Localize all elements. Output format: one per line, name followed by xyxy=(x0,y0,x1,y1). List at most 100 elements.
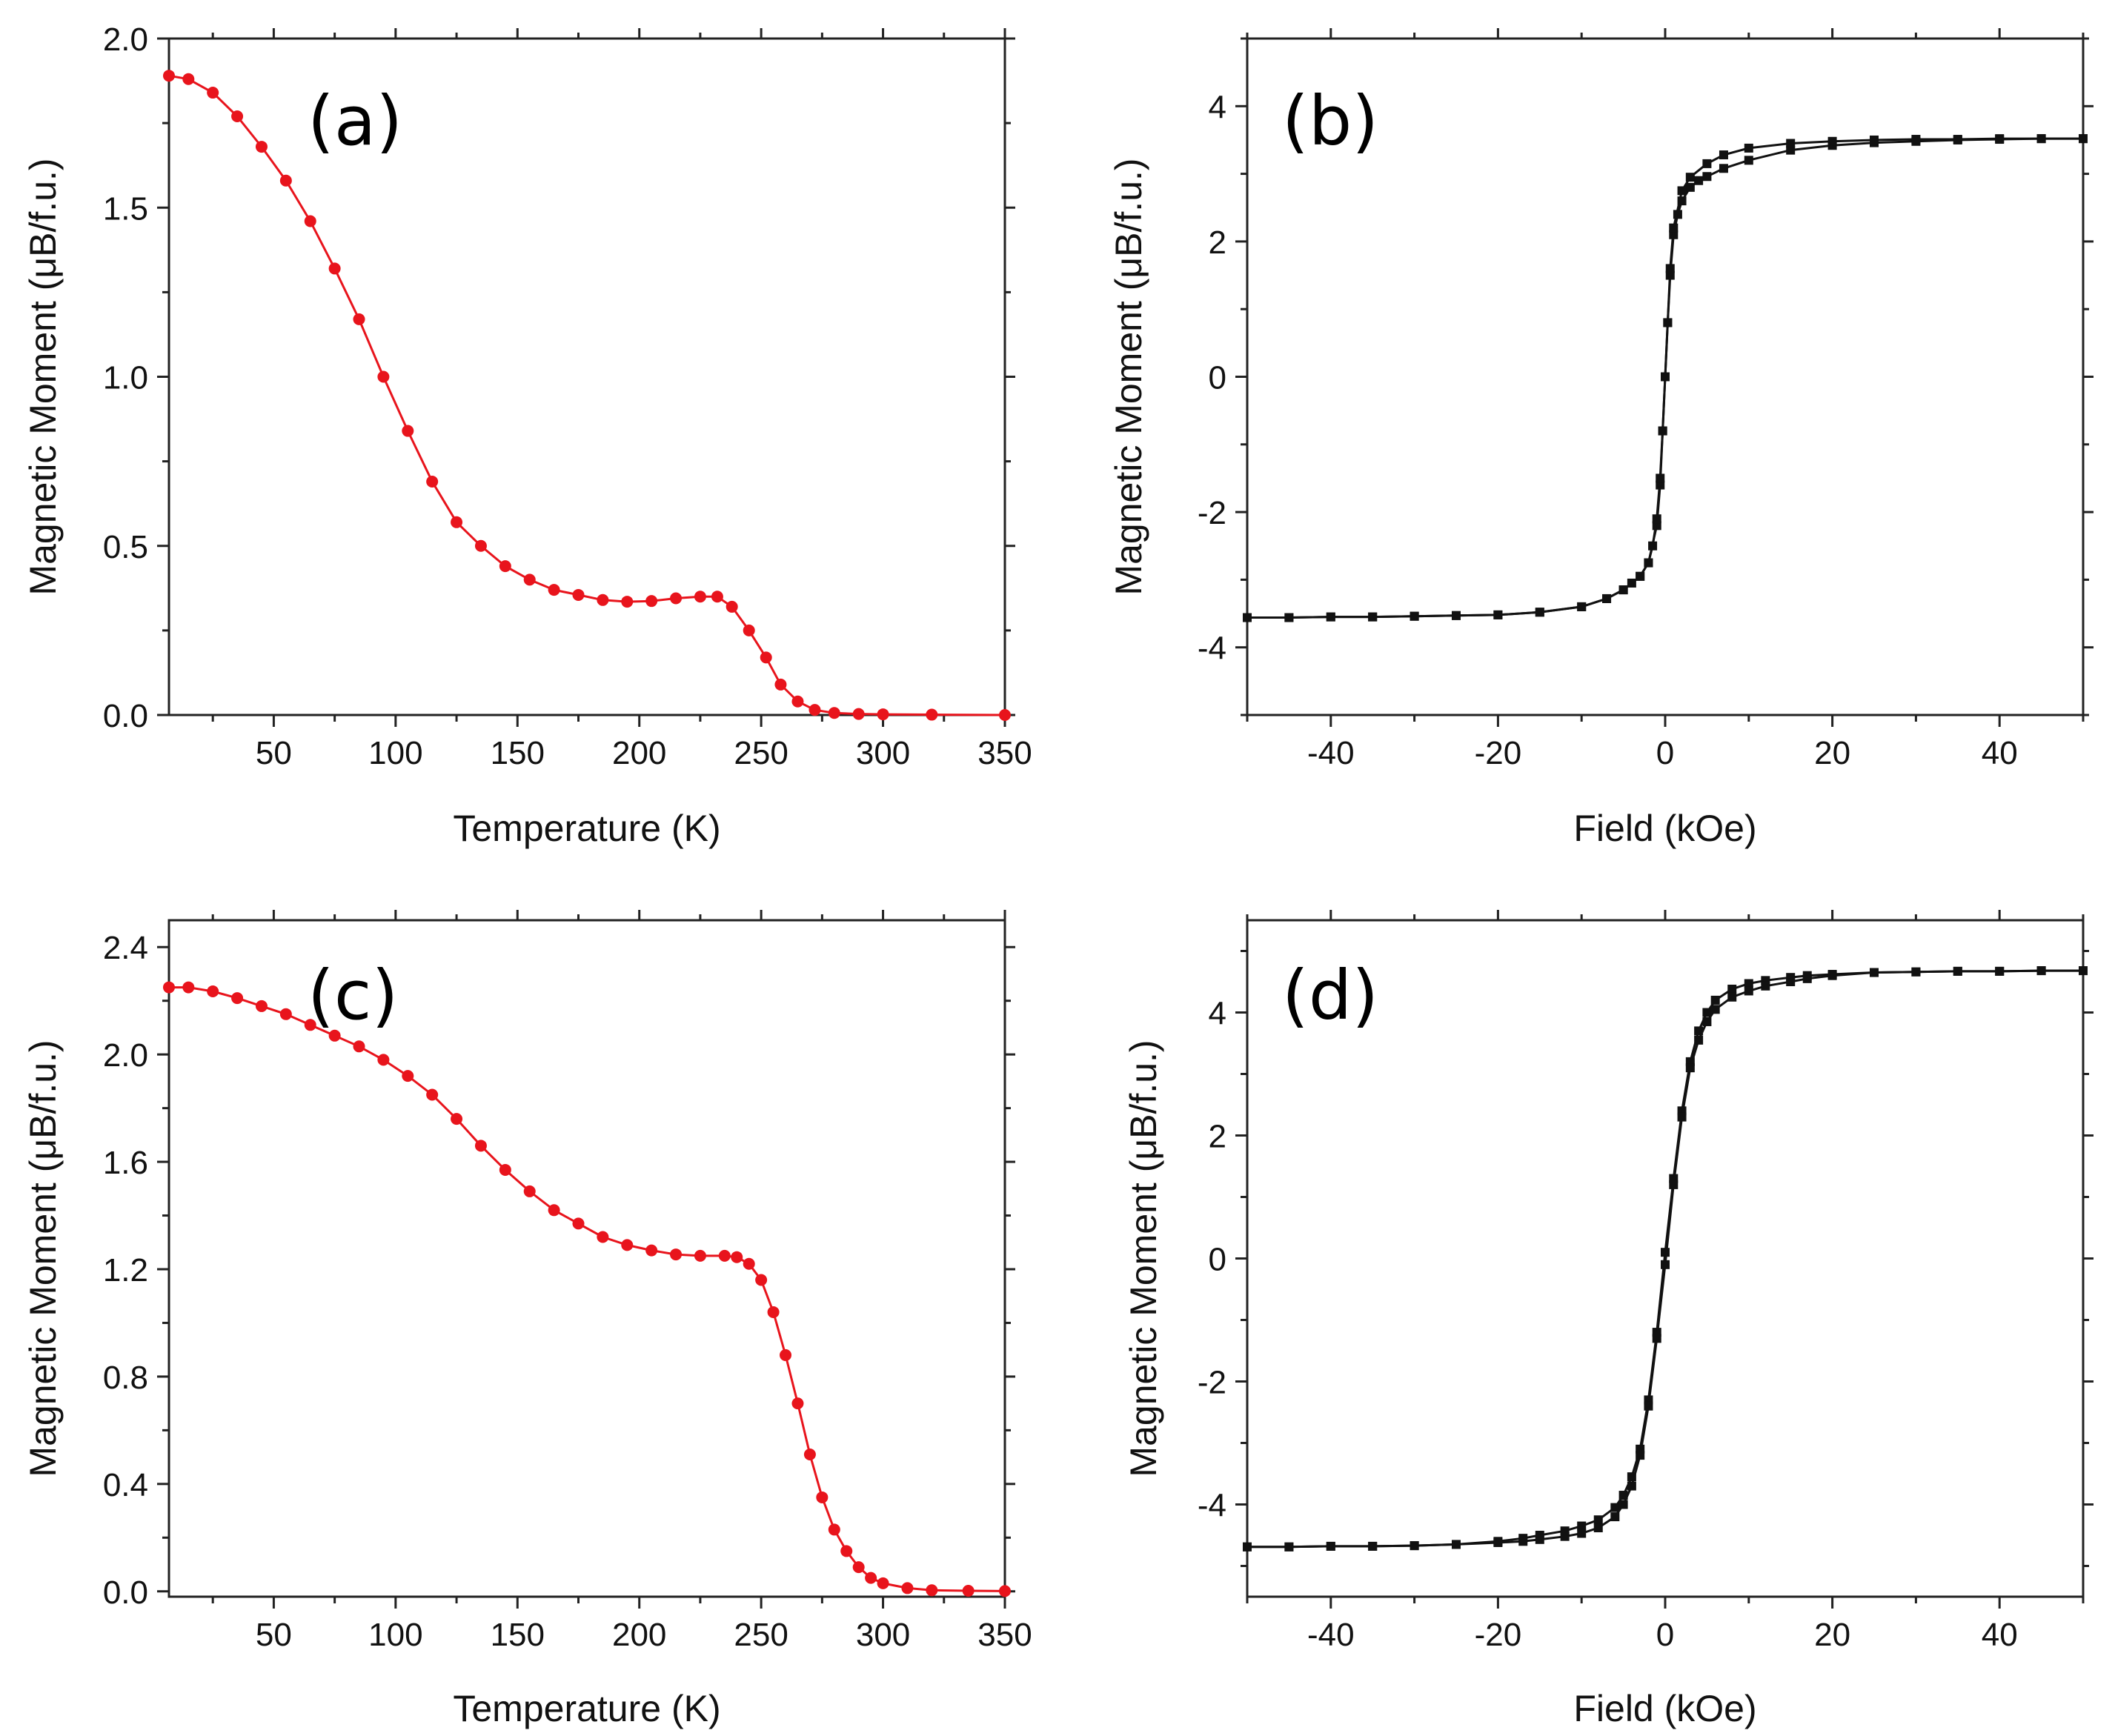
x-tick-label: 20 xyxy=(1814,1617,1850,1653)
data-point xyxy=(1702,1017,1712,1026)
data-point xyxy=(2036,966,2046,976)
data-point xyxy=(451,516,463,528)
y-tick-label: -4 xyxy=(1198,631,1226,667)
data-point xyxy=(1669,223,1679,233)
x-tick-label: -40 xyxy=(1307,735,1355,771)
y-tick-label: 0.5 xyxy=(103,529,148,565)
y-tick-label: 4 xyxy=(1209,996,1226,1032)
x-tick-label: 350 xyxy=(977,1617,1032,1653)
data-point xyxy=(1493,610,1503,619)
y-tick-label: 1.5 xyxy=(103,190,148,227)
data-point xyxy=(803,1448,816,1460)
data-point xyxy=(328,262,341,275)
y-tick-label: 0 xyxy=(1209,360,1226,396)
data-point xyxy=(1802,974,1812,983)
data-point xyxy=(1710,995,1720,1005)
data-point xyxy=(1661,1260,1670,1269)
x-tick-label: 300 xyxy=(856,1617,910,1653)
data-point xyxy=(353,313,365,325)
data-point xyxy=(1727,992,1737,1002)
y-tick-label: -4 xyxy=(1198,1488,1226,1524)
data-point xyxy=(1727,984,1737,994)
data-point xyxy=(1786,139,1796,148)
series-line xyxy=(1247,969,2083,1549)
x-tick-label: 200 xyxy=(612,735,666,771)
y-tick-label: 0.8 xyxy=(103,1360,148,1396)
x-tick-label: 350 xyxy=(977,735,1032,771)
x-axis-title: Temperature (K) xyxy=(453,1688,720,1729)
x-tick-label: 100 xyxy=(368,1617,422,1653)
x-tick-label: -20 xyxy=(1475,735,1522,771)
data-point xyxy=(901,1582,914,1594)
data-point xyxy=(1744,986,1753,996)
x-tick-label: 150 xyxy=(491,1617,545,1653)
data-point xyxy=(2036,134,2046,144)
data-point xyxy=(1685,173,1695,182)
data-point xyxy=(597,593,609,606)
data-point xyxy=(402,425,414,437)
y-axis-title: Magnetic Moment (μB/f.u.) xyxy=(1123,1040,1164,1477)
data-point xyxy=(877,708,889,721)
x-tick-label: -40 xyxy=(1307,1617,1355,1653)
data-point xyxy=(1560,1532,1570,1541)
data-point xyxy=(999,709,1011,721)
panel-label: (a) xyxy=(308,82,402,161)
data-point xyxy=(1518,1537,1528,1546)
data-point xyxy=(499,560,511,573)
data-point xyxy=(791,695,804,708)
data-point xyxy=(1577,1521,1587,1531)
data-point xyxy=(852,1561,865,1574)
data-point xyxy=(726,600,738,613)
y-tick-label: 2.0 xyxy=(103,21,148,58)
y-tick-label: 0.0 xyxy=(103,1574,148,1611)
y-tick-label: 0.0 xyxy=(103,698,148,734)
x-tick-label: 250 xyxy=(734,735,788,771)
data-point xyxy=(1719,150,1728,160)
panel-label: (c) xyxy=(308,956,398,1035)
data-point xyxy=(1627,578,1636,588)
data-point xyxy=(1410,1541,1419,1551)
y-tick-label: 2 xyxy=(1209,1119,1226,1155)
data-point xyxy=(1995,966,2005,976)
data-point xyxy=(760,651,772,664)
data-point xyxy=(926,708,938,721)
data-point xyxy=(1665,264,1675,273)
y-tick-label: 0.4 xyxy=(103,1467,148,1503)
data-point xyxy=(426,1088,439,1101)
data-point xyxy=(1652,1334,1661,1343)
data-point xyxy=(1577,1529,1587,1538)
data-point xyxy=(474,539,487,552)
series-line xyxy=(169,986,1006,1592)
y-tick-label: 4 xyxy=(1209,89,1226,125)
data-point xyxy=(1636,571,1645,581)
data-point xyxy=(2079,134,2088,144)
data-point xyxy=(597,1231,609,1243)
data-point xyxy=(670,1248,683,1261)
x-tick-label: 40 xyxy=(1982,735,2018,771)
data-point xyxy=(1677,186,1687,196)
data-point xyxy=(2079,966,2088,976)
data-point xyxy=(1677,1112,1687,1122)
data-point xyxy=(926,1584,938,1597)
data-point xyxy=(1593,1523,1603,1533)
data-point xyxy=(852,708,865,720)
data-point xyxy=(621,596,634,608)
x-tick-label: 150 xyxy=(491,735,545,771)
data-point xyxy=(1656,473,1665,483)
data-point xyxy=(711,591,723,603)
data-point xyxy=(791,1397,804,1410)
y-tick-label: 1.2 xyxy=(103,1252,148,1288)
data-point xyxy=(1243,1542,1252,1552)
data-point xyxy=(1786,145,1796,155)
data-point xyxy=(1602,593,1612,603)
data-point xyxy=(1786,977,1796,986)
data-point xyxy=(999,1585,1011,1597)
data-point xyxy=(1669,1180,1679,1189)
data-point xyxy=(304,215,316,227)
data-point xyxy=(1702,172,1712,182)
data-point xyxy=(548,1204,560,1217)
data-point xyxy=(1535,608,1544,617)
data-point xyxy=(840,1545,853,1557)
data-point xyxy=(1636,1451,1645,1460)
data-point xyxy=(877,1577,889,1589)
